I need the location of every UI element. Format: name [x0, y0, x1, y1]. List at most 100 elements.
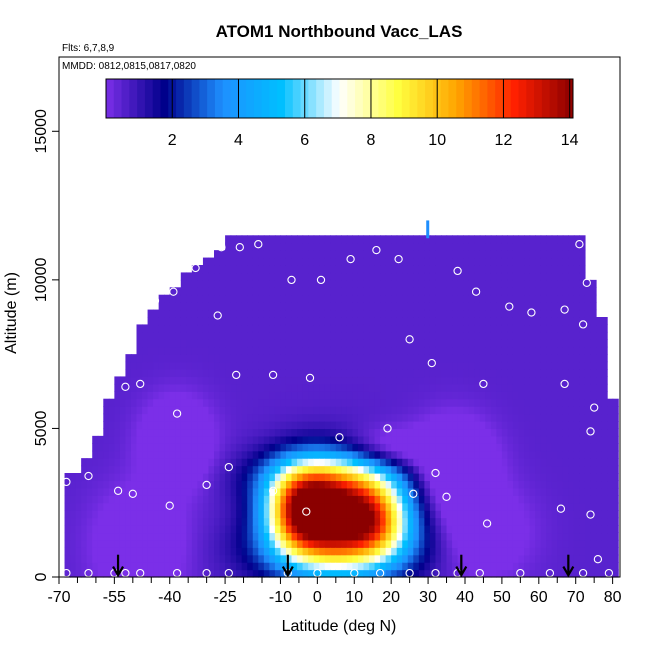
heatmap-cell	[512, 428, 520, 437]
heatmap-cell	[197, 339, 204, 348]
heatmap-cell	[263, 317, 270, 326]
colorbar-segment	[464, 79, 473, 118]
heatmap-cell	[341, 428, 348, 437]
heatmap-cell	[429, 435, 437, 444]
heatmap-cell	[512, 547, 520, 556]
heatmap-cell	[573, 339, 581, 348]
heatmap-cell	[119, 473, 127, 482]
heatmap-cell	[158, 406, 165, 415]
heatmap-cell	[269, 502, 276, 511]
heatmap-cell	[501, 473, 509, 482]
heatmap-cell	[352, 569, 359, 578]
heatmap-cell	[214, 331, 221, 340]
heatmap-cell	[352, 473, 359, 482]
heatmap-cell	[474, 272, 481, 281]
sample-point	[113, 486, 123, 495]
heatmap-cell	[435, 532, 442, 541]
heatmap-cell	[136, 398, 143, 407]
heatmap-cell	[202, 257, 210, 266]
heatmap-cell	[540, 391, 547, 400]
heatmap-cell	[490, 287, 497, 296]
heatmap-cell	[81, 487, 88, 496]
heatmap-cell	[529, 532, 536, 541]
heatmap-cell	[396, 287, 403, 296]
heatmap-cell	[363, 331, 370, 340]
heatmap-cell	[214, 458, 221, 467]
heatmap-cell	[424, 450, 431, 459]
heatmap-cell	[485, 383, 492, 392]
heatmap-cell	[357, 391, 365, 400]
heatmap-cell	[225, 413, 232, 422]
heatmap-cell	[252, 487, 259, 496]
heatmap-cell	[230, 547, 237, 556]
heatmap-cell	[158, 391, 165, 400]
colorbar-tick-label: 4	[234, 132, 243, 149]
heatmap-cell	[346, 309, 354, 318]
heatmap-cell	[297, 435, 304, 444]
heatmap-cell	[263, 406, 270, 415]
heatmap-cell	[612, 406, 619, 415]
heatmap-cell	[214, 287, 221, 296]
heatmap-cell	[418, 554, 425, 563]
heatmap-cell	[363, 450, 370, 459]
heatmap-cell	[214, 473, 221, 482]
heatmap-cell	[285, 421, 293, 430]
heatmap-cell	[247, 257, 254, 266]
heatmap-cell	[330, 510, 337, 519]
heatmap-cell	[175, 502, 182, 511]
heatmap-cell	[490, 495, 497, 504]
heatmap-cell	[385, 309, 392, 318]
heatmap-cell	[92, 554, 99, 563]
heatmap-cell	[280, 391, 287, 400]
heatmap-cell	[70, 473, 77, 482]
heatmap-cell	[191, 331, 199, 340]
heatmap-cell	[158, 495, 165, 504]
heatmap-cell	[313, 242, 320, 251]
y-tick-label: 15000	[33, 109, 50, 154]
heatmap-cell	[391, 473, 398, 482]
sample-point	[582, 278, 591, 287]
heatmap-cell	[485, 242, 492, 251]
heatmap-cell	[252, 265, 259, 274]
heatmap-cell	[280, 510, 287, 519]
heatmap-cell	[551, 517, 558, 526]
heatmap-cell	[584, 539, 592, 548]
heatmap-cell	[274, 346, 282, 355]
heatmap-cell	[435, 287, 442, 296]
heatmap-cell	[230, 406, 237, 415]
heatmap-cell	[103, 398, 110, 407]
heatmap-cell	[418, 421, 425, 430]
heatmap-cell	[230, 435, 237, 444]
heatmap-cell	[369, 554, 376, 563]
heatmap-cell	[330, 331, 337, 340]
heatmap-cell	[479, 532, 486, 541]
heatmap-cell	[180, 525, 187, 534]
heatmap-cell	[280, 376, 287, 385]
heatmap-cell	[418, 376, 425, 385]
heatmap-cell	[557, 450, 564, 459]
heatmap-cell	[357, 502, 365, 511]
heatmap-cell	[363, 547, 370, 556]
heatmap-cell	[197, 517, 204, 526]
heatmap-cell	[341, 369, 348, 378]
heatmap-cell	[114, 383, 121, 392]
heatmap-cell	[291, 421, 298, 430]
heatmap-cell	[424, 421, 431, 430]
heatmap-cell	[297, 302, 304, 311]
heatmap-cell	[186, 354, 193, 363]
heatmap-cell	[568, 324, 575, 333]
heatmap-cell	[97, 443, 104, 452]
heatmap-cell	[435, 413, 442, 422]
heatmap-cell	[573, 272, 581, 281]
heatmap-cell	[596, 435, 603, 444]
heatmap-cell	[64, 547, 71, 556]
heatmap-cell	[263, 242, 270, 251]
heatmap-cell	[319, 421, 326, 430]
heatmap-cell	[252, 391, 259, 400]
heatmap-cell	[446, 391, 453, 400]
heatmap-cell	[418, 406, 425, 415]
heatmap-cell	[418, 361, 425, 370]
heatmap-cell	[363, 502, 370, 511]
heatmap-cell	[97, 554, 104, 563]
heatmap-cell	[446, 265, 453, 274]
